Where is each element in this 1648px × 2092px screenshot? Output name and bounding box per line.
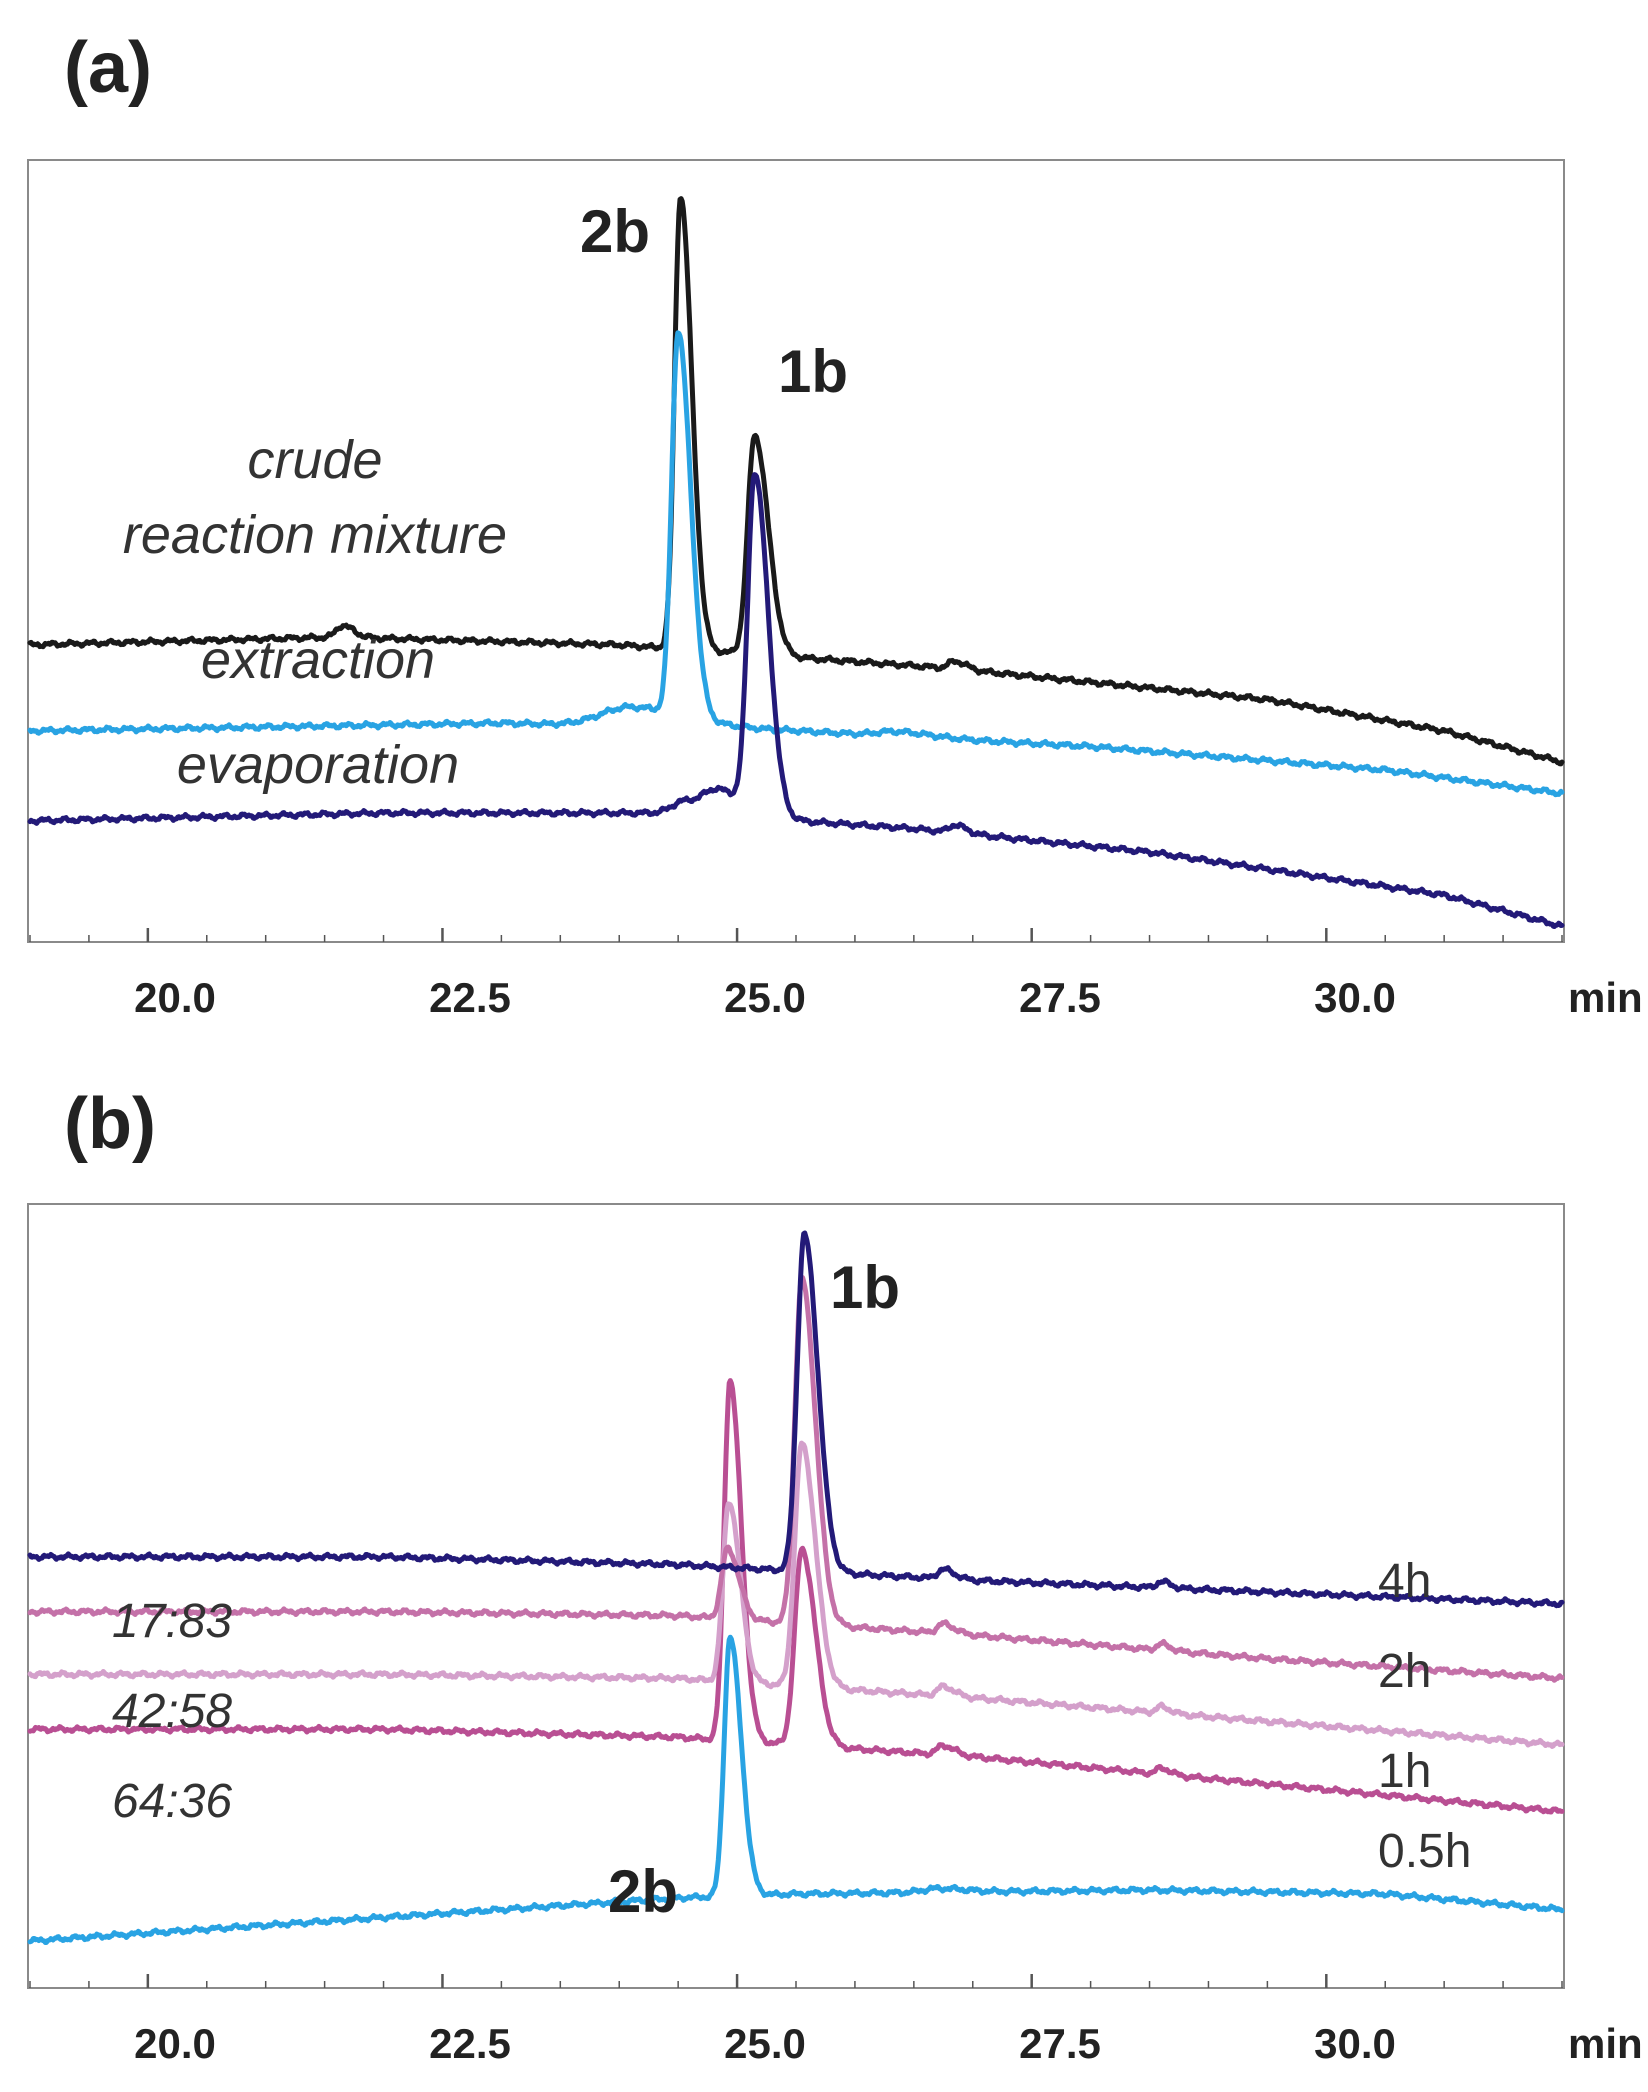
trace-0.5h xyxy=(27,1378,1565,1815)
trace-extraction xyxy=(27,330,1565,798)
ratio-label-2h: 17:83 xyxy=(112,1595,232,1648)
trace-4h xyxy=(27,1230,1565,1609)
panel-b: (b) 20.0 22.5 25.0 27.5 30.0 min 1b 2b 1… xyxy=(27,1084,1643,2067)
panel-b-tick-label: 20.0 xyxy=(134,2020,216,2067)
peak-label-1b: 1b xyxy=(778,338,848,405)
ratio-label-1h: 42:58 xyxy=(112,1685,232,1738)
trace-crude-reaction-mixture xyxy=(27,196,1565,767)
panel-a-ticks xyxy=(29,928,1563,942)
trace-1h xyxy=(27,1440,1565,1749)
time-label-0.5h: 0.5h xyxy=(1378,1825,1471,1878)
peak-label-2b: 2b xyxy=(580,198,650,265)
panel-b-tick-label: 25.0 xyxy=(724,2020,806,2067)
peak-label-1b: 1b xyxy=(830,1254,900,1321)
time-label-1h: 1h xyxy=(1378,1745,1431,1798)
trace-2b-reference xyxy=(27,1634,1565,1945)
trace-label-evaporation: evaporation xyxy=(177,735,459,795)
panel-a-tick-label: 30.0 xyxy=(1314,974,1396,1021)
time-label-4h: 4h xyxy=(1378,1555,1431,1608)
panel-b-tick-label: 30.0 xyxy=(1314,2020,1396,2067)
panel-b-ticks xyxy=(29,1974,1563,1988)
ratio-label-0.5h: 64:36 xyxy=(112,1775,232,1828)
panel-a-tick-label: 25.0 xyxy=(724,974,806,1021)
panel-a-label: (a) xyxy=(64,28,152,108)
time-label-2h: 2h xyxy=(1378,1645,1431,1698)
panel-a-tick-label: 27.5 xyxy=(1019,974,1101,1021)
panel-a-tick-label: 22.5 xyxy=(429,974,511,1021)
panel-b-tick-label: 27.5 xyxy=(1019,2020,1101,2067)
panel-b-label: (b) xyxy=(64,1084,156,1164)
panel-a-tick-label: 20.0 xyxy=(134,974,216,1021)
trace-evaporation xyxy=(27,472,1565,929)
trace-label-extraction: extraction xyxy=(201,630,435,690)
panel-b-tick-label: 22.5 xyxy=(429,2020,511,2067)
panel-a: (a) 20.0 22.5 25.0 27.5 30.0 min 2b 1b c… xyxy=(27,28,1643,1021)
peak-label-2b: 2b xyxy=(608,1858,678,1925)
trace-label-crude: crude xyxy=(247,430,382,490)
panel-b-x-unit: min xyxy=(1568,2020,1643,2067)
panel-a-x-unit: min xyxy=(1568,974,1643,1021)
trace-label-reaction-mixture: reaction mixture xyxy=(123,505,507,565)
